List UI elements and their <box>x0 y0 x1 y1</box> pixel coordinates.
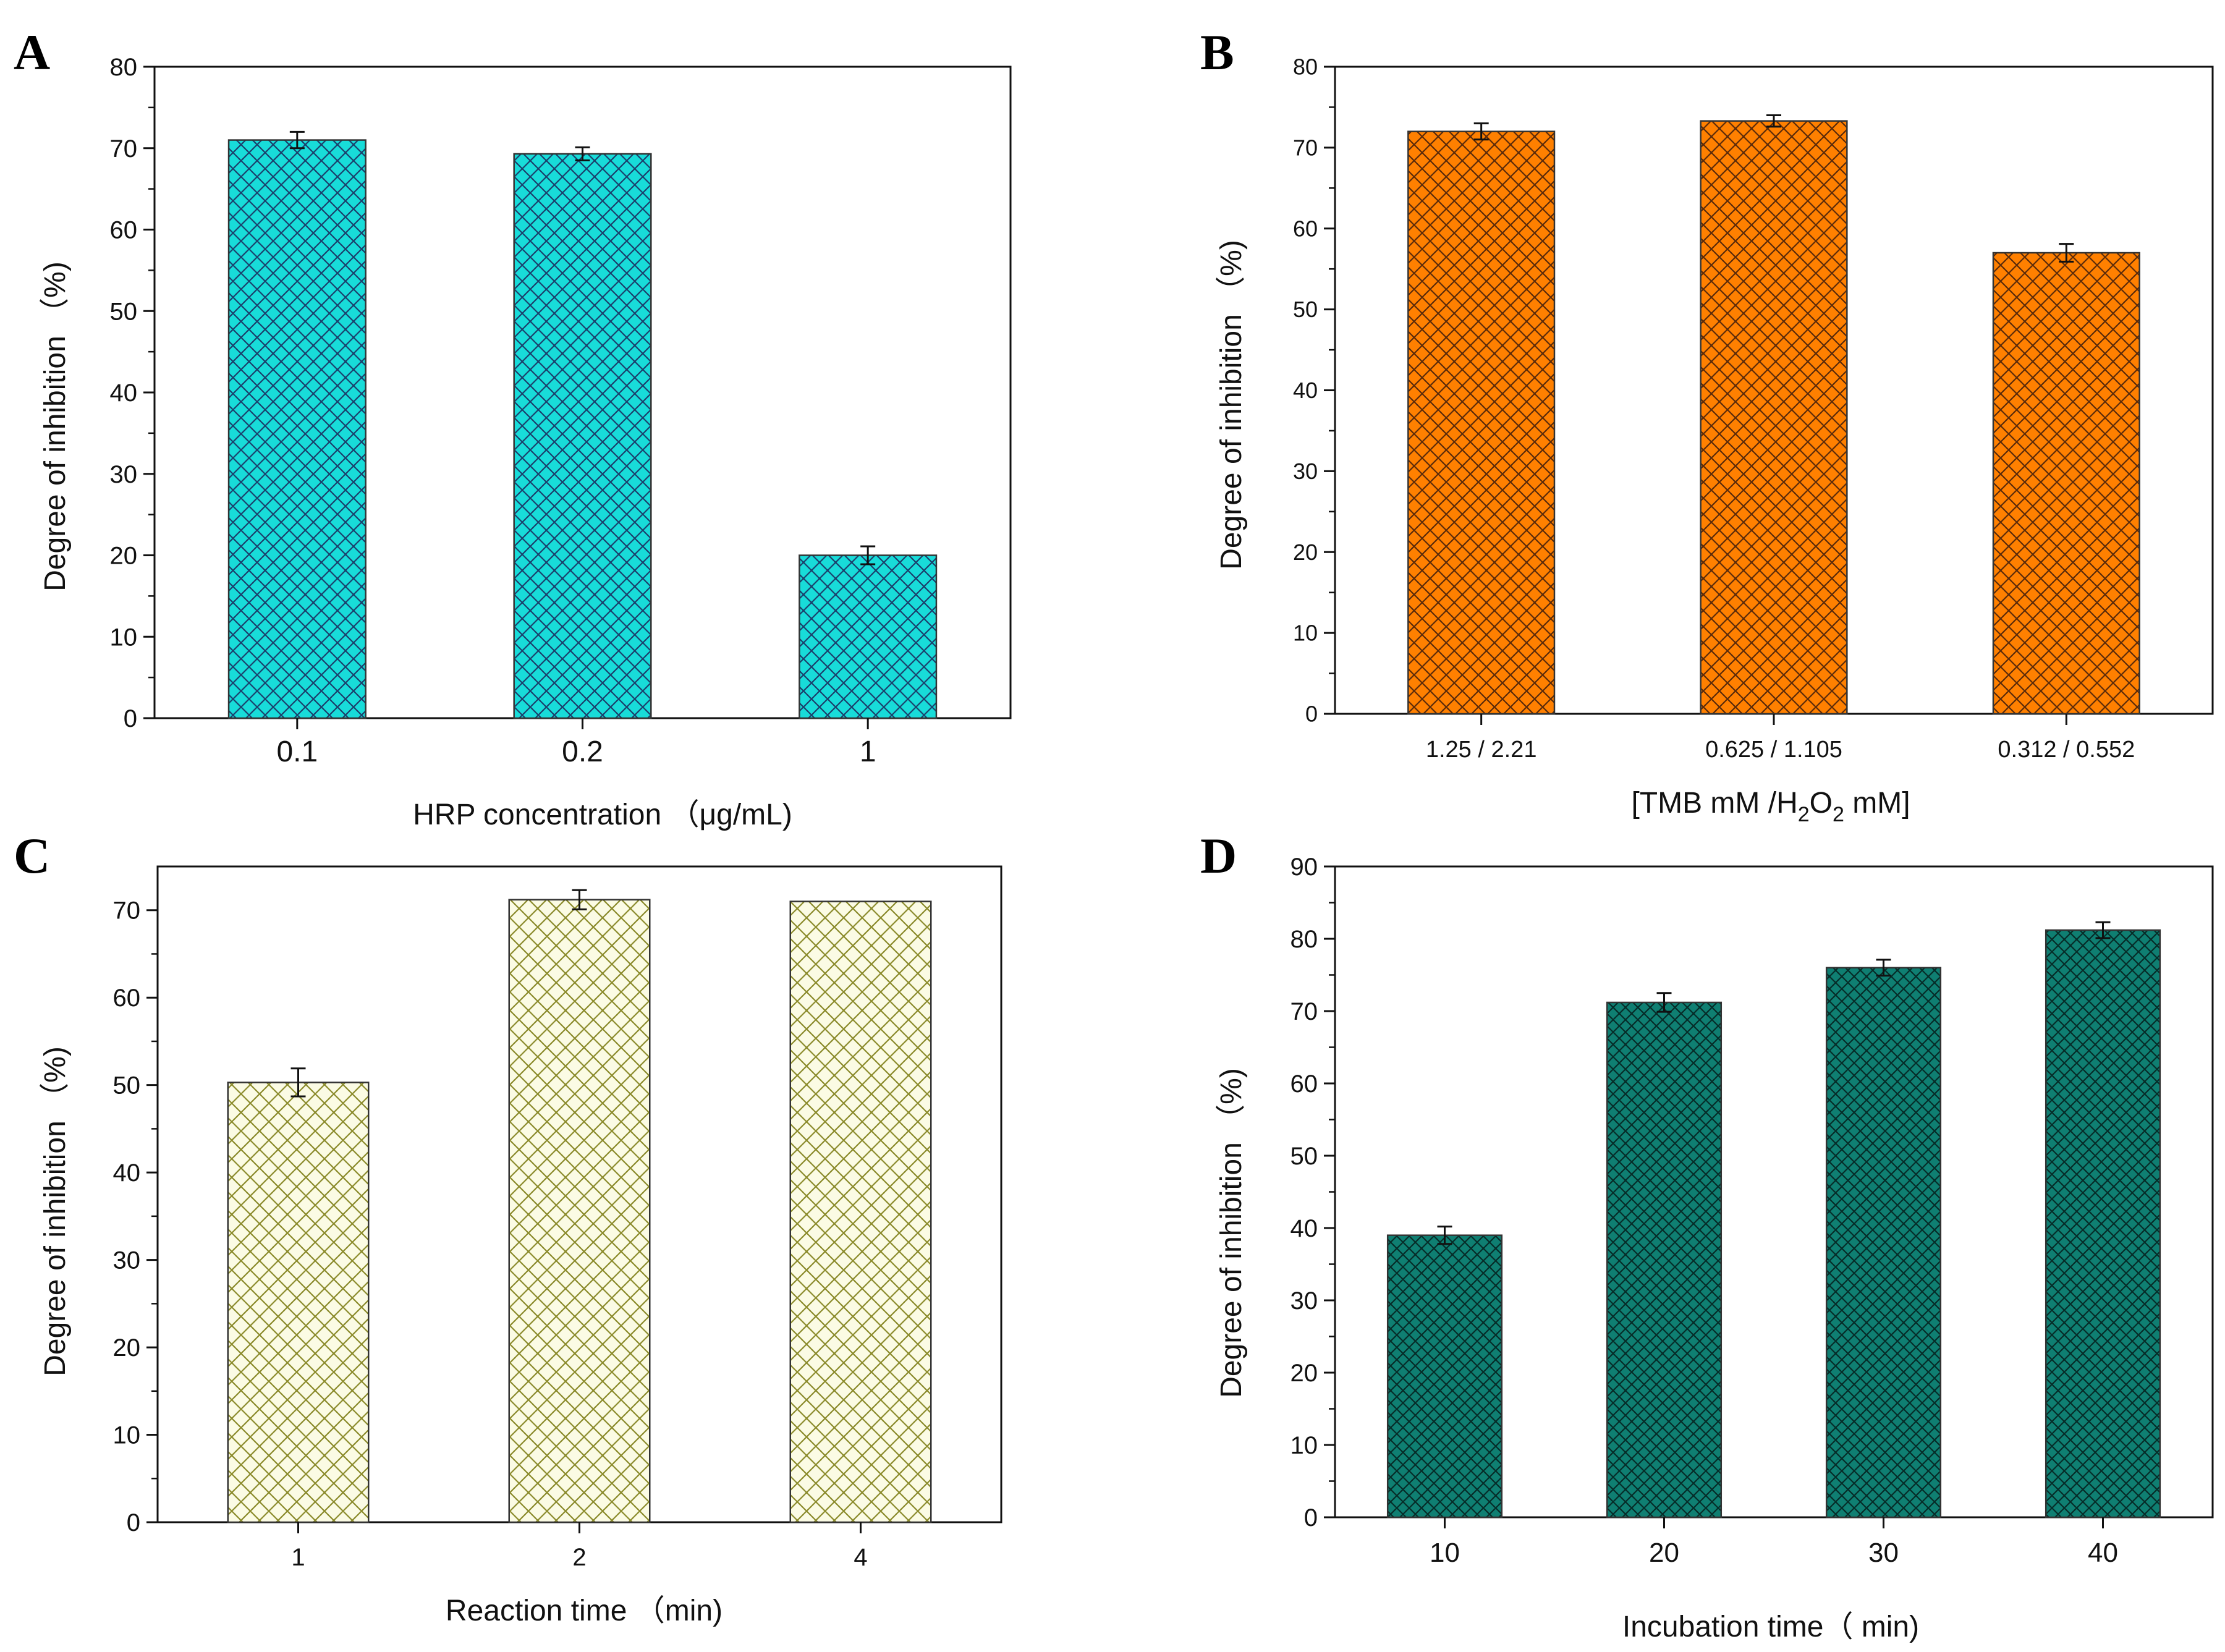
panel-a-y-tick-label: 20 <box>110 543 138 570</box>
panel-c-y-tick-label: 60 <box>113 985 141 1012</box>
panel-c-letter: C <box>14 828 50 884</box>
panel-b-bar <box>1992 252 2140 715</box>
panel-d-category-label: 10 <box>1430 1538 1460 1568</box>
panel-a-bar <box>799 554 938 719</box>
panel-a-y-label: Degree of inhibition （%) <box>39 261 72 591</box>
panel-b-y-tick-label: 70 <box>1293 135 1318 160</box>
panel-a-bar <box>513 153 652 719</box>
panel-d-x-label: Incubation time（ min) <box>1622 1611 1919 1643</box>
panel-c-error-bar <box>572 889 587 910</box>
panel-c-bar <box>789 900 932 1523</box>
panel-d-y-tick-label: 50 <box>1290 1143 1318 1170</box>
panel-d-error-bar <box>1656 992 1672 1013</box>
panel-a-category-label: 0.2 <box>562 735 603 768</box>
panel-b-x-label: [TMB mM /H2O2 mM] <box>1631 787 1910 826</box>
panel-b-y-tick-label: 50 <box>1293 297 1318 322</box>
panel-a-y-tick-label: 10 <box>110 624 138 651</box>
panel-c-y-tick-label: 30 <box>113 1247 141 1274</box>
panel-b: B Degree of inhibition （%) [TMB mM /H2O2… <box>1200 24 2214 826</box>
panel-b-y-tick-label: 60 <box>1293 216 1318 241</box>
panel-d-error-bar <box>1437 1226 1452 1245</box>
panel-c-y-tick-label: 50 <box>113 1072 141 1099</box>
panel-d-y-label: Degree of inhibition （%) <box>1215 1068 1248 1398</box>
panel-d-y-tick-label: 30 <box>1290 1287 1318 1315</box>
panel-d-y-tick-label: 90 <box>1290 854 1318 881</box>
panel-a-error-bar <box>289 130 305 150</box>
panel-d-bar <box>1825 967 1942 1519</box>
panel-d-category-label: 20 <box>1649 1538 1679 1568</box>
panel-b-error-bar <box>2059 243 2074 263</box>
panel-c-category-label: 4 <box>854 1544 867 1571</box>
panel-c-y-tick-label: 70 <box>113 897 141 925</box>
panel-a-bar <box>227 139 367 719</box>
panel-a-y-tick-label: 50 <box>110 298 138 325</box>
panel-c-y-tick-label: 10 <box>113 1422 141 1449</box>
panel-c-y-label: Degree of inhibition （%) <box>39 1046 72 1376</box>
panel-d-y-tick-label: 0 <box>1304 1504 1318 1531</box>
panel-b-bar <box>1700 120 1848 715</box>
panel-a-category-label: 0.1 <box>276 735 318 768</box>
panel-c: C Degree of inhibition （%) Reaction time… <box>14 828 1002 1627</box>
panel-a-error-bar <box>575 146 590 162</box>
panel-c-category-label: 1 <box>291 1544 305 1571</box>
panel-b-category-label: 1.25 / 2.21 <box>1426 737 1537 763</box>
panel-c-bar <box>227 1082 370 1523</box>
panel-c-category-label: 2 <box>572 1544 586 1571</box>
panel-d-bar <box>1606 1001 1723 1519</box>
panel-b-y-tick-label: 10 <box>1293 621 1318 646</box>
panel-c-x-label: Reaction time （min) <box>446 1595 723 1627</box>
panel-b-y-tick-label: 80 <box>1293 54 1318 80</box>
panel-d-y-tick-label: 20 <box>1290 1360 1318 1387</box>
panel-b-category-label: 0.625 / 1.105 <box>1705 737 1842 763</box>
panel-a-y-tick-label: 80 <box>110 54 138 81</box>
panel-a-x-label: HRP concentration （μg/mL) <box>413 798 792 831</box>
panel-d-bar <box>1386 1234 1503 1519</box>
panel-a-y-tick-label: 70 <box>110 135 138 163</box>
panel-a-error-bar <box>860 545 876 565</box>
panel-b-y-tick-label: 20 <box>1293 540 1318 565</box>
panel-a: A Degree of inhibition （%) HRP concentra… <box>14 24 1012 831</box>
panel-b-y-tick-label: 30 <box>1293 459 1318 484</box>
panel-c-y-tick-label: 0 <box>127 1509 140 1536</box>
panel-d-y-tick-label: 60 <box>1290 1070 1318 1098</box>
panel-d-error-bar <box>2095 921 2111 939</box>
panel-b-category-label: 0.312 / 0.552 <box>1998 737 2135 763</box>
panel-a-category-label: 1 <box>860 735 876 768</box>
panel-d-y-tick-label: 10 <box>1290 1432 1318 1459</box>
panel-a-y-tick-label: 60 <box>110 217 138 244</box>
panel-b-error-bar <box>1473 122 1489 141</box>
panel-d-y-tick-label: 80 <box>1290 926 1318 953</box>
panel-d-y-tick-label: 40 <box>1290 1215 1318 1242</box>
panel-a-y-tick-label: 30 <box>110 461 138 488</box>
panel-b-letter: B <box>1200 24 1234 80</box>
panel-c-y-tick-label: 40 <box>113 1159 141 1187</box>
panel-d-error-bar <box>1876 959 1891 977</box>
panel-d-category-label: 30 <box>1868 1538 1899 1568</box>
panel-a-y-tick-label: 0 <box>124 705 137 732</box>
panel-d-category-label: 40 <box>2088 1538 2118 1568</box>
panel-b-y-label: Degree of inhibition （%) <box>1215 240 1248 570</box>
panel-d-y-tick-label: 70 <box>1290 998 1318 1025</box>
panel-d: D Degree of inhibition （%) Incubation ti… <box>1200 828 2214 1643</box>
panel-b-error-bar <box>1766 114 1781 128</box>
panel-a-y-tick-label: 40 <box>110 379 138 407</box>
panel-b-y-tick-label: 40 <box>1293 378 1318 403</box>
panel-a-letter: A <box>14 24 50 80</box>
panel-c-error-bar <box>290 1067 306 1098</box>
panel-c-y-tick-label: 20 <box>113 1334 141 1362</box>
panel-b-y-tick-label: 0 <box>1305 701 1318 727</box>
panel-d-letter: D <box>1200 828 1237 884</box>
panel-c-bar <box>508 899 651 1523</box>
panel-d-bar <box>2045 929 2161 1519</box>
panel-b-bar <box>1407 130 1556 715</box>
